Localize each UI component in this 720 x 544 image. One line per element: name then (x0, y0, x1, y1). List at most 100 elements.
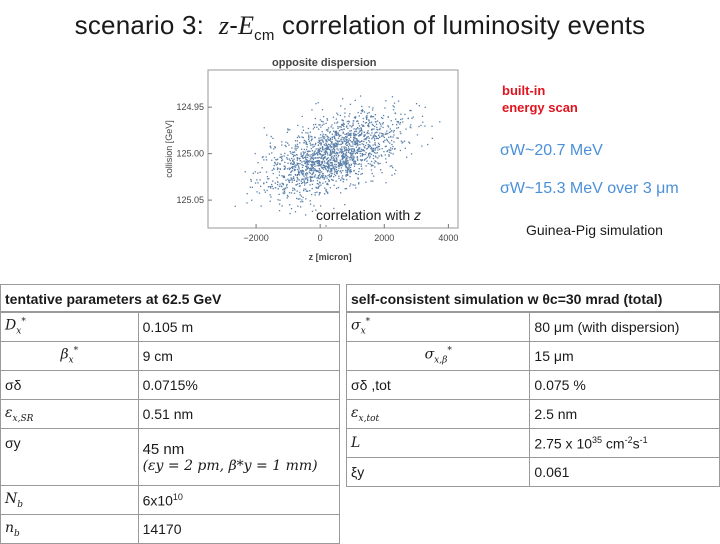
scatter-point (276, 177, 278, 179)
scatter-point (308, 137, 310, 139)
scatter-point (386, 138, 388, 140)
scatter-point (271, 159, 273, 161)
scatter-point (330, 174, 333, 177)
scatter-point (318, 163, 320, 165)
scatter-point (292, 151, 294, 153)
scatter-point (314, 176, 316, 178)
scatter-point (330, 126, 332, 128)
sigma-w-label-2: σW~15.3 MeV over 3 μm (500, 180, 679, 197)
scatter-point (336, 132, 338, 135)
scatter-point (323, 153, 325, 156)
scatter-point (348, 138, 350, 140)
scatter-point (345, 162, 347, 165)
scatter-point (331, 151, 333, 153)
scatter-point (330, 149, 332, 151)
scatter-point (302, 126, 304, 128)
scatter-point (352, 124, 354, 126)
scatter-point (310, 154, 312, 156)
scatter-point (335, 163, 337, 166)
scatter-point (390, 149, 392, 151)
scatter-point (286, 168, 289, 170)
scatter-point (350, 132, 352, 135)
scatter-point (331, 146, 333, 148)
scatter-point (364, 147, 366, 149)
scatter-point (312, 154, 314, 156)
scatter-point (343, 156, 345, 158)
scatter-point (328, 163, 330, 165)
scatter-point (330, 169, 332, 171)
scatter-point (339, 148, 341, 150)
scatter-point (254, 152, 256, 155)
scatter-point (346, 133, 348, 135)
scatter-point (404, 147, 406, 149)
scatter-point (354, 134, 356, 137)
scatter-point (359, 152, 361, 155)
scatter-point (282, 183, 284, 186)
scatter-point (302, 173, 304, 175)
scatter-point (307, 138, 310, 141)
scatter-point (297, 198, 299, 200)
scatter-point (306, 168, 308, 170)
scatter-point (395, 118, 397, 120)
scatter-point (328, 160, 330, 162)
scatter-point (418, 105, 420, 107)
scatter-point (405, 128, 407, 130)
scatter-point (314, 117, 316, 120)
scatter-point (335, 133, 337, 135)
scatter-point (276, 181, 279, 183)
scatter-point (358, 150, 360, 153)
scatter-point (350, 145, 352, 147)
scatter-point (361, 125, 364, 127)
scatter-point (319, 150, 321, 153)
scatter-point (330, 172, 332, 175)
scatter-point (314, 153, 316, 155)
scatter-point (309, 142, 311, 144)
scatter-point (360, 109, 363, 112)
scatter-point (329, 152, 331, 154)
scatter-point (291, 181, 293, 183)
scatter-point (313, 145, 315, 148)
scatter-point (323, 160, 326, 162)
scatter-point (341, 157, 344, 159)
scatter-point (302, 155, 304, 157)
scatter-point (254, 171, 256, 173)
scatter-point (381, 155, 383, 157)
scatter-point (311, 210, 314, 212)
scatter-point (334, 174, 337, 177)
scatter-point (346, 172, 349, 174)
scatter-point (296, 164, 299, 166)
scatter-point (312, 161, 314, 163)
scatter-point (335, 168, 337, 171)
scatter-point (378, 155, 380, 157)
scatter-point (314, 165, 316, 167)
scatter-point (334, 169, 336, 171)
scatter-point (397, 100, 400, 102)
scatter-point (315, 187, 318, 189)
scatter-point (270, 147, 272, 149)
scatter-point (306, 159, 308, 162)
scatter-point (326, 145, 328, 147)
scatter-point (371, 128, 373, 131)
scatter-point (363, 131, 366, 133)
scatter-point (295, 164, 297, 166)
scatter-point (373, 149, 375, 151)
scatter-point (353, 133, 355, 135)
scatter-point (318, 171, 320, 174)
scatter-point (281, 141, 283, 143)
scatter-point (321, 177, 324, 179)
scatter-point (284, 165, 286, 167)
scatter-point (312, 158, 315, 161)
scatter-point (319, 147, 322, 150)
scatter-point (340, 139, 342, 141)
scatter-point (374, 139, 376, 141)
scatter-point (361, 153, 363, 155)
scatter-point (322, 140, 324, 142)
scatter-point (341, 123, 343, 126)
scatter-point (370, 169, 373, 171)
scatter-point (337, 156, 339, 158)
scatter-point (392, 145, 394, 148)
scatter-point (410, 124, 412, 126)
scatter-point (266, 189, 268, 192)
scatter-point (250, 178, 252, 181)
scatter-point (287, 142, 289, 144)
